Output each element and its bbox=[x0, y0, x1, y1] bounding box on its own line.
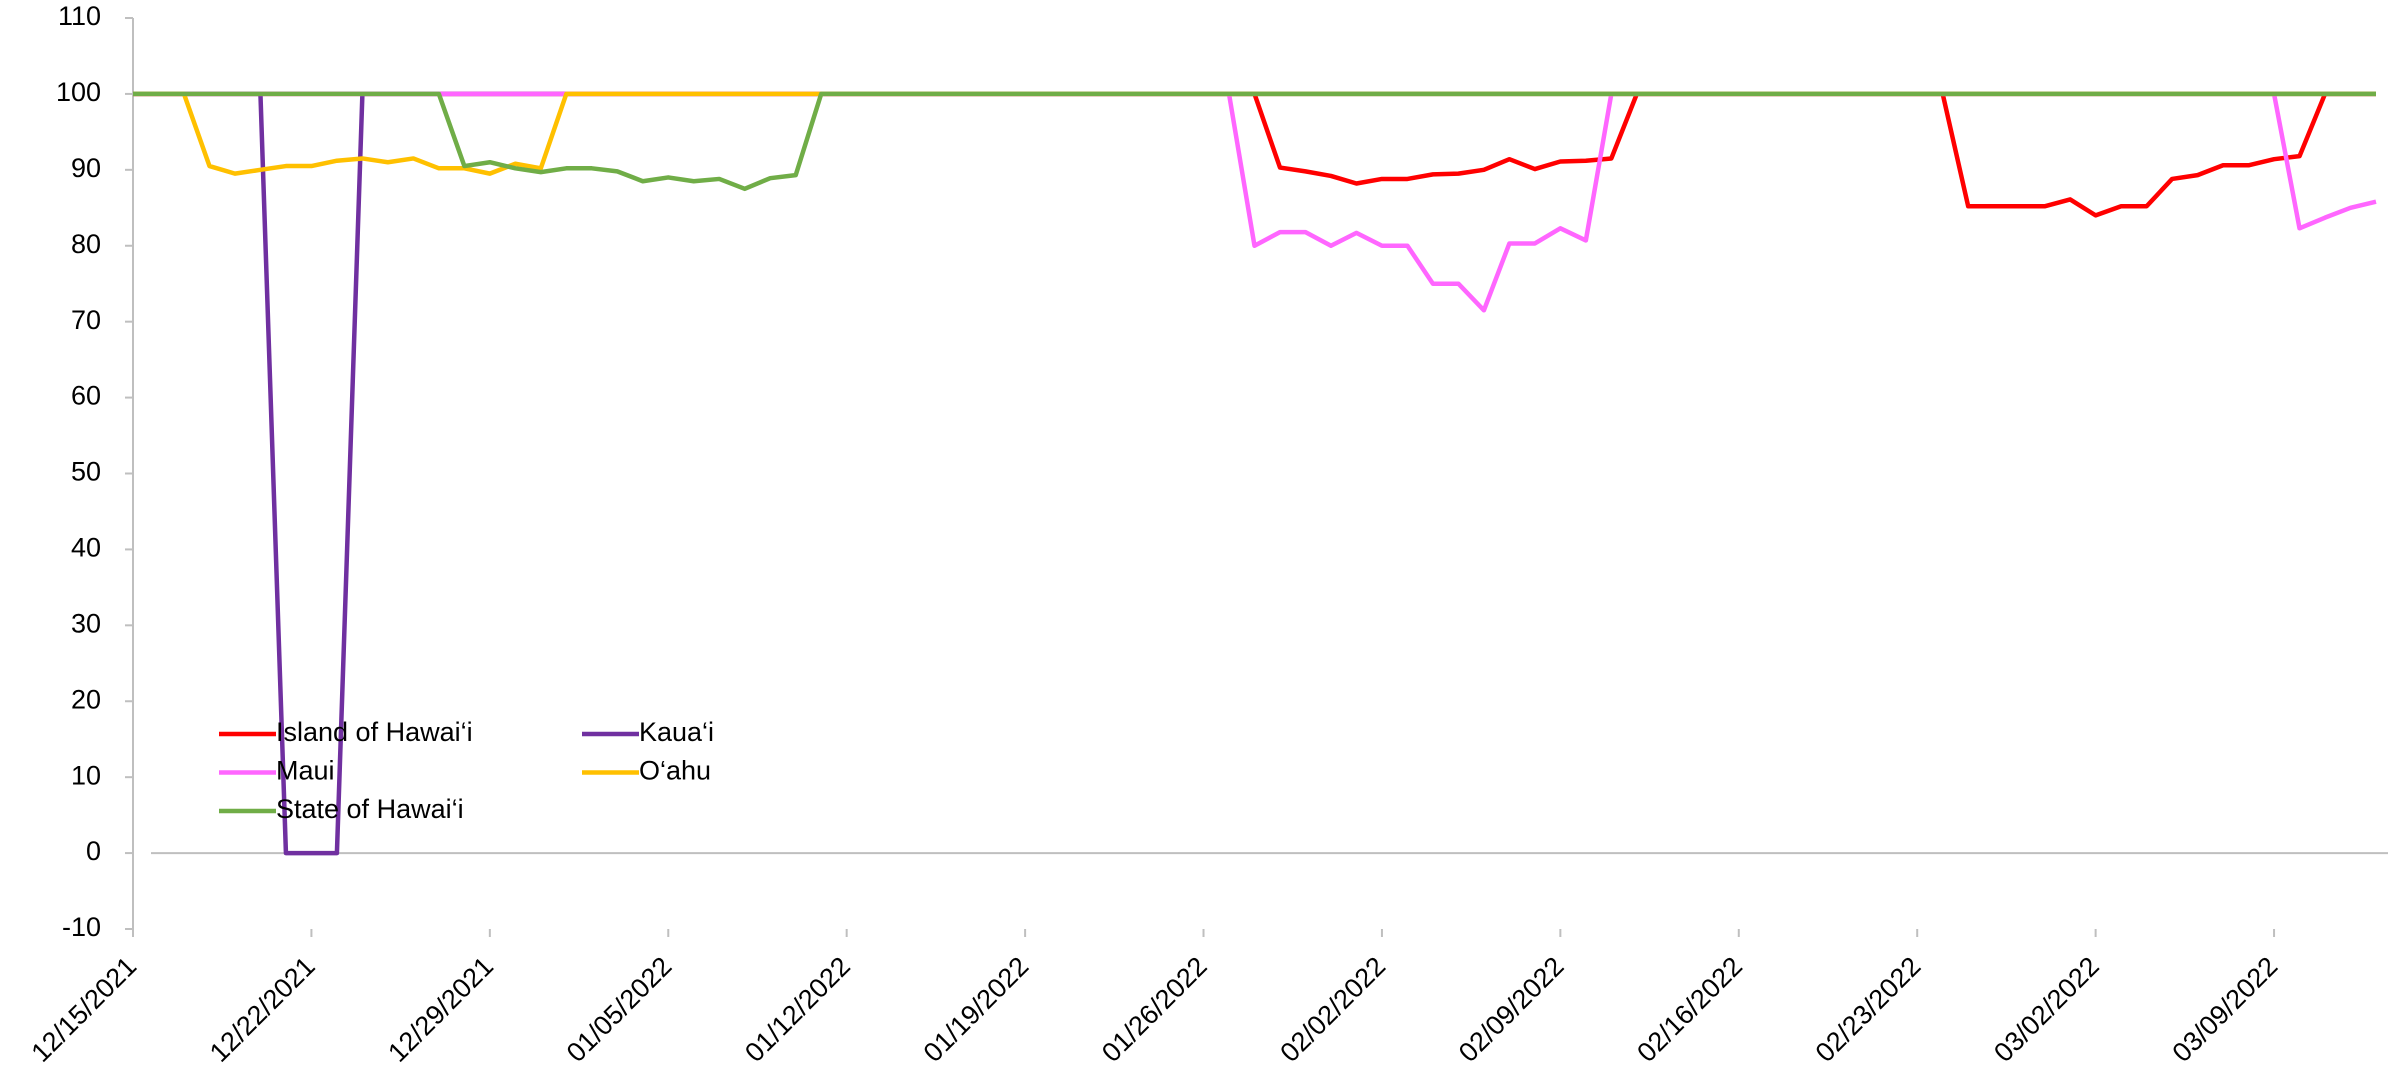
legend-label: Maui bbox=[276, 756, 335, 786]
x-tick-label: 01/19/2022 bbox=[918, 951, 1035, 1068]
y-tick-label: 0 bbox=[86, 836, 101, 866]
y-tick-label: 60 bbox=[71, 381, 101, 411]
line-series bbox=[133, 91, 2376, 192]
x-tick-label: 01/05/2022 bbox=[561, 951, 678, 1068]
legend-label: O‘ahu bbox=[639, 756, 711, 786]
y-tick-label: 90 bbox=[71, 153, 101, 183]
y-tick-label: 50 bbox=[71, 457, 101, 487]
x-tick-label: 12/15/2021 bbox=[26, 951, 143, 1068]
x-tick-label: 12/29/2021 bbox=[382, 951, 499, 1068]
x-tick-label: 02/16/2022 bbox=[1631, 951, 1748, 1068]
y-tick-label: 30 bbox=[71, 608, 101, 638]
x-tick-label: 03/09/2022 bbox=[2167, 951, 2284, 1068]
y-tick-label: 100 bbox=[56, 77, 101, 107]
line-series bbox=[133, 91, 2376, 218]
legend-label: State of Hawai‘i bbox=[276, 794, 464, 824]
x-tick-label: 01/26/2022 bbox=[1096, 951, 1213, 1068]
y-tick-label: -10 bbox=[62, 912, 101, 942]
legend-label: Island of Hawai‘i bbox=[276, 717, 473, 747]
x-tick-label: 03/02/2022 bbox=[1988, 951, 2105, 1068]
y-tick-label: 40 bbox=[71, 533, 101, 563]
x-tick-label: 01/12/2022 bbox=[739, 951, 856, 1068]
y-tick-label: 80 bbox=[71, 229, 101, 259]
x-tick-label: 02/23/2022 bbox=[1810, 951, 1927, 1068]
x-tick-label: 02/02/2022 bbox=[1274, 951, 1391, 1068]
x-tick-label: 02/09/2022 bbox=[1453, 951, 1570, 1068]
legend-label: Kaua‘i bbox=[639, 717, 714, 747]
line-series bbox=[133, 91, 2377, 313]
x-tick-label: 12/22/2021 bbox=[204, 951, 321, 1068]
y-tick-label: 70 bbox=[71, 305, 101, 335]
line-series bbox=[133, 91, 2376, 176]
y-tick-label: 20 bbox=[71, 684, 101, 714]
y-tick-label: 10 bbox=[71, 760, 101, 790]
y-tick-label: 110 bbox=[58, 1, 101, 31]
